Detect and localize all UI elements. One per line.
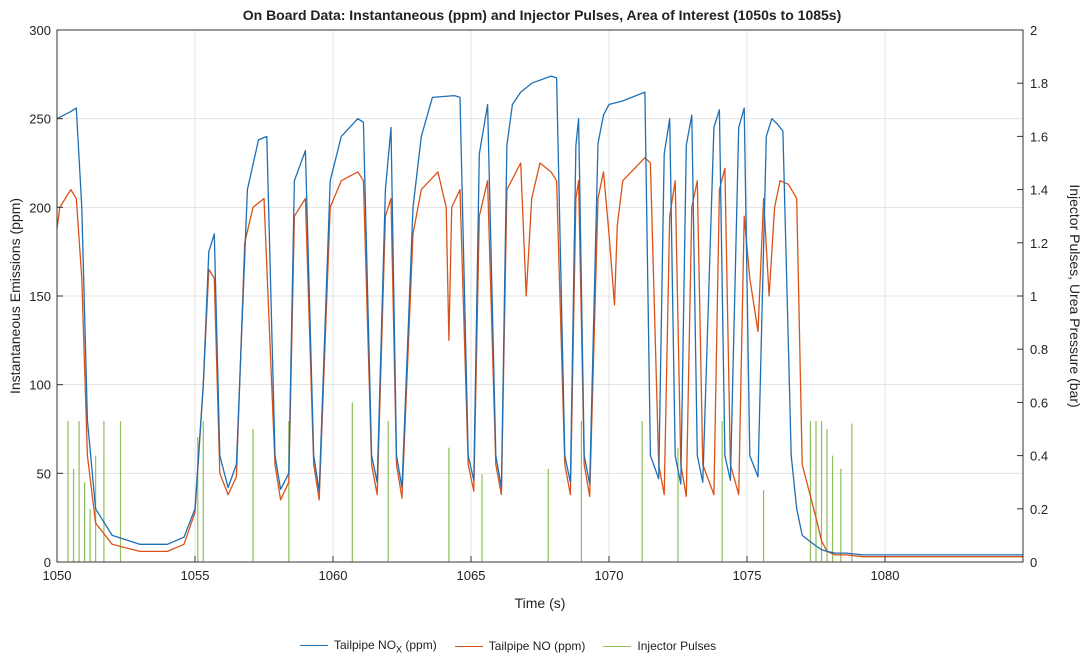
y-right-tick-label: 1.4: [1030, 183, 1048, 198]
right-axis-ticks: 0 0.2 0.4 0.6 0.8 1 1.2 1.4 1.6 1.8 2: [1017, 23, 1048, 570]
legend: Tailpipe NOX (ppm) Tailpipe NO (ppm) Inj…: [300, 636, 820, 656]
y-left-tick-label: 200: [29, 200, 51, 215]
y-left-tick-label: 50: [37, 466, 51, 481]
y-left-tick-label: 100: [29, 378, 51, 393]
x-tick-label: 1065: [457, 568, 486, 583]
legend-swatch-nox: [300, 645, 328, 647]
series-layer: [56, 75, 1023, 562]
y-right-tick-label: 0.4: [1030, 449, 1048, 464]
legend-label-nox: Tailpipe NOX (ppm): [334, 637, 437, 655]
left-axis-ticks: 0 50 100 150 200 250 300: [29, 23, 63, 570]
right-axis-label: Injector Pulses, Urea Pressure (bar): [1067, 184, 1083, 407]
x-tick-label: 1070: [595, 568, 624, 583]
legend-swatch-injector: [603, 645, 632, 647]
series-line-no: [56, 157, 1023, 558]
series-line-nox: [56, 75, 1023, 556]
x-tick-label: 1080: [871, 568, 900, 583]
y-right-tick-label: 0.2: [1030, 502, 1048, 517]
y-right-tick-label: 1.8: [1030, 76, 1048, 91]
y-right-tick-label: 1: [1030, 289, 1037, 304]
legend-item-no: Tailpipe NO (ppm): [454, 639, 586, 653]
x-tick-label: 1075: [733, 568, 762, 583]
x-axis-ticks: 1050 1055 1060 1065 1070 1075 1080: [43, 556, 900, 583]
left-axis-label: Instantaneous Emissions (ppm): [7, 198, 23, 394]
y-left-tick-label: 250: [29, 112, 51, 127]
x-tick-label: 1055: [181, 568, 210, 583]
grid: [56, 29, 1023, 563]
y-right-tick-label: 1.6: [1030, 129, 1048, 144]
legend-label-injector: Injector Pulses: [637, 639, 717, 653]
y-right-tick-label: 0.6: [1030, 395, 1048, 410]
legend-swatch-no: [454, 645, 483, 647]
y-right-tick-label: 1.2: [1030, 236, 1048, 251]
y-right-tick-label: 0.8: [1030, 342, 1048, 357]
y-right-tick-label: 2: [1030, 23, 1037, 38]
y-left-tick-label: 0: [44, 555, 51, 570]
legend-item-injector: Injector Pulses: [603, 639, 716, 653]
y-left-tick-label: 150: [29, 289, 51, 304]
legend-item-nox: Tailpipe NOX (ppm): [300, 638, 437, 654]
chart-title: On Board Data: Instantaneous (ppm) and I…: [243, 7, 842, 23]
x-tick-label: 1060: [319, 568, 348, 583]
x-axis-label: Time (s): [515, 595, 566, 611]
y-right-tick-label: 0: [1030, 555, 1037, 570]
y-left-tick-label: 300: [29, 23, 51, 38]
x-tick-label: 1050: [43, 568, 72, 583]
legend-label-no: Tailpipe NO (ppm): [488, 639, 586, 653]
